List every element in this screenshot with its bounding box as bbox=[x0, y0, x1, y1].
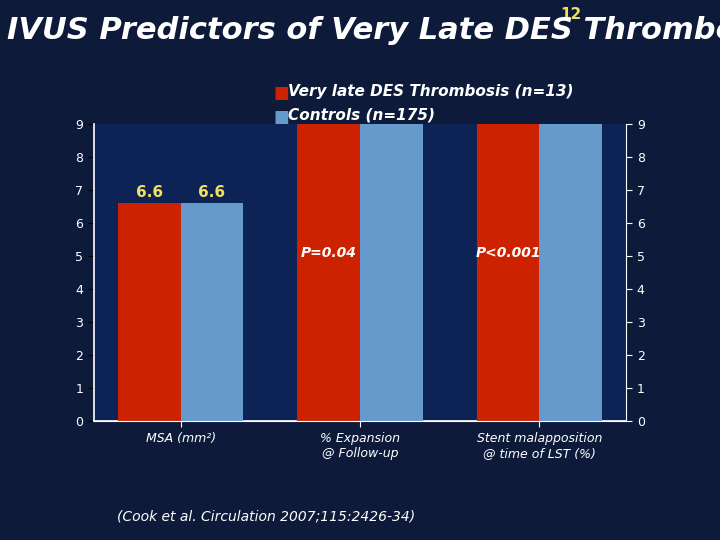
Bar bbox=[360, 0, 423, 421]
Text: 6.6: 6.6 bbox=[135, 185, 163, 200]
Bar bbox=[297, 0, 360, 421]
Text: (Cook et al. Circulation 2007;115:2426-34): (Cook et al. Circulation 2007;115:2426-3… bbox=[117, 510, 415, 524]
Text: Controls (n=175): Controls (n=175) bbox=[288, 108, 435, 123]
Bar bbox=[118, 204, 181, 421]
Text: IVUS Predictors of Very Late DES Thrombosis: IVUS Predictors of Very Late DES Thrombo… bbox=[7, 16, 720, 45]
Text: 6.6: 6.6 bbox=[199, 185, 225, 200]
Text: ■: ■ bbox=[274, 84, 289, 102]
Text: P=0.04: P=0.04 bbox=[301, 246, 356, 260]
Bar bbox=[477, 0, 539, 421]
Text: ■: ■ bbox=[274, 108, 289, 126]
Bar bbox=[539, 25, 602, 421]
Bar bbox=[181, 204, 243, 421]
Text: P<0.001: P<0.001 bbox=[475, 246, 541, 260]
Text: 12: 12 bbox=[560, 7, 582, 22]
Text: Very late DES Thrombosis (n=13): Very late DES Thrombosis (n=13) bbox=[288, 84, 574, 99]
